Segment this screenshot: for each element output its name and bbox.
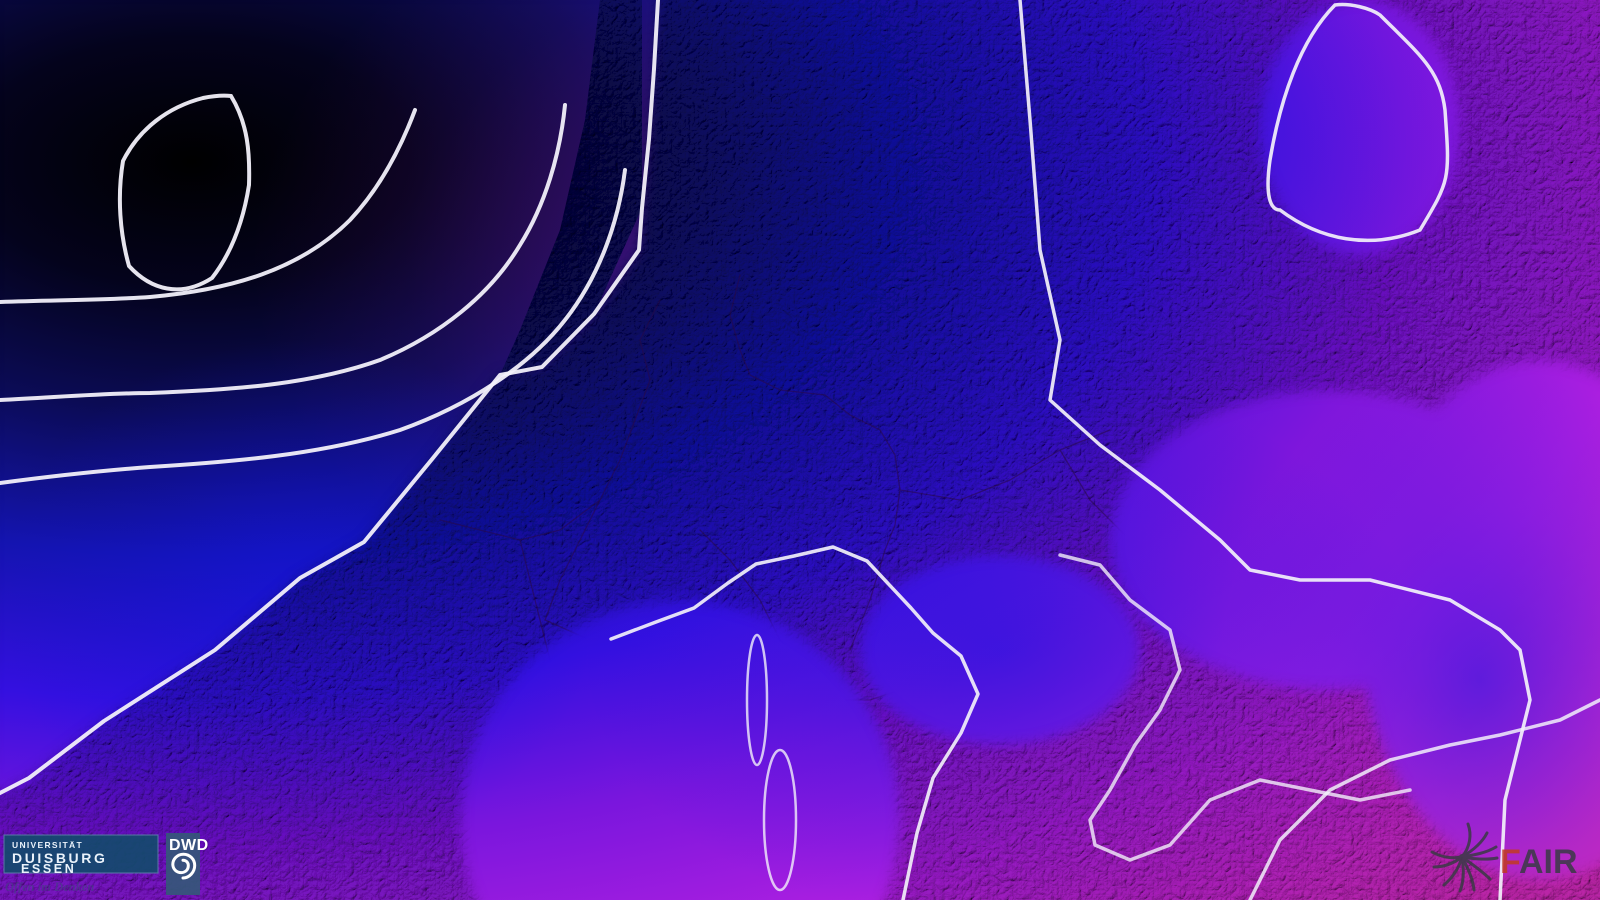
svg-text:UNIVERSITÄT: UNIVERSITÄT [12,840,83,850]
svg-text:DWD: DWD [169,837,209,854]
svg-text:ESSEN: ESSEN [21,862,76,876]
svg-text:AIR: AIR [1519,843,1578,881]
svg-text:F: F [1500,843,1521,881]
svg-text:Offen im Denken: Offen im Denken [5,880,94,894]
